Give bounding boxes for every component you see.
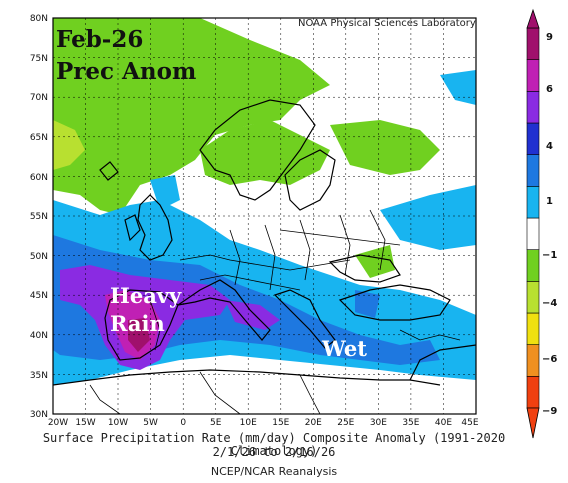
- annotation-heavy: Heavy: [110, 283, 182, 308]
- colorbar: [526, 8, 540, 439]
- colorbar-tick-label: 9: [546, 32, 553, 43]
- colorbar-segment: [526, 376, 540, 409]
- caption-source: NCEP/NCAR Reanalysis: [210, 465, 338, 478]
- lat-label: 55N: [30, 212, 48, 222]
- colorbar-segment: [526, 249, 540, 282]
- map-title-variable: Prec Anom: [56, 58, 197, 85]
- lat-label: 40N: [30, 331, 48, 341]
- lon-label: 20E: [305, 418, 322, 428]
- lat-label: 45N: [30, 291, 48, 301]
- colorbar-segment: [526, 312, 540, 345]
- colorbar-tick-label: −4: [542, 298, 557, 309]
- annotation-wet: Wet: [322, 336, 367, 361]
- lon-label: 5E: [210, 418, 222, 428]
- wet-region-medium-sea: [355, 290, 380, 318]
- credit-label: NOAA Physical Sciences Laboratory: [298, 18, 476, 29]
- lat-label: 65N: [30, 133, 48, 143]
- lon-label: 10E: [240, 418, 257, 428]
- lon-label: 25E: [337, 418, 354, 428]
- wet-region-east: [440, 70, 476, 105]
- lon-label: 0: [180, 418, 186, 428]
- dry-region-north: [53, 18, 330, 215]
- dry-region-scand: [200, 120, 330, 185]
- longitude-labels: 20W 15W 10W 5W 0 5E 10E 15E 20E 25E 30E …: [48, 418, 479, 428]
- colorbar-labels: 9 6 4 1 −1 −4 −6 −9: [542, 32, 557, 417]
- wet-region-north-sea: [150, 175, 180, 210]
- lon-label: 10W: [108, 418, 128, 428]
- plot-frame: [52, 17, 477, 415]
- dry-region-se: [355, 245, 395, 278]
- colorbar-top-arrow: [526, 8, 540, 29]
- colorbar-tick-label: 6: [546, 84, 553, 95]
- dry-region-east: [330, 120, 440, 175]
- lat-label: 30N: [30, 410, 48, 420]
- country-borders: [89, 209, 461, 414]
- gridlines: [53, 18, 476, 414]
- colorbar-segment: [526, 27, 540, 60]
- colorbar-segment: [526, 59, 540, 92]
- colorbar-bottom-arrow: [526, 407, 540, 439]
- lat-label: 80N: [30, 14, 48, 24]
- lat-label: 35N: [30, 371, 48, 381]
- lon-label: 15E: [272, 418, 289, 428]
- colorbar-segment: [526, 186, 540, 219]
- lon-label: 15W: [75, 418, 95, 428]
- lon-label: 40E: [435, 418, 452, 428]
- lat-label: 60N: [30, 173, 48, 183]
- lon-label: 30E: [370, 418, 387, 428]
- lon-label: 35E: [402, 418, 419, 428]
- lon-label: 20W: [48, 418, 68, 428]
- colorbar-segment: [526, 122, 540, 155]
- wet-region-ne: [380, 185, 476, 250]
- annotation-rain: Rain: [110, 311, 165, 336]
- colorbar-segment: [526, 91, 540, 124]
- lat-label: 70N: [30, 93, 48, 103]
- colorbar-tick-label: −6: [542, 354, 557, 365]
- colorbar-tick-label: 4: [546, 141, 553, 152]
- colorbar-segment: [526, 154, 540, 187]
- lat-label: 50N: [30, 252, 48, 262]
- caption-dates: 2/1/26 to 2/16/26: [212, 445, 336, 459]
- dry-region-light: [53, 120, 85, 170]
- colorbar-segment: [526, 344, 540, 377]
- colorbar-segment: [526, 217, 540, 250]
- wet-region-heavy-east: [225, 300, 280, 330]
- lon-label: 5W: [143, 418, 158, 428]
- colorbar-tick-label: −1: [542, 250, 557, 261]
- colorbar-segment: [526, 281, 540, 314]
- coastlines: [53, 99, 476, 386]
- anomaly-fields: [53, 18, 476, 385]
- colorbar-tick-label: 1: [546, 196, 553, 207]
- colorbar-tick-label: −9: [542, 406, 557, 417]
- latitude-labels: 80N 75N 70N 65N 60N 55N 50N 45N 40N 35N …: [30, 14, 48, 420]
- map-title-month: Feb-26: [56, 26, 144, 53]
- caption-title: Surface Precipitation Rate (mm/day) Comp…: [42, 431, 506, 458]
- lat-label: 75N: [30, 54, 48, 64]
- lon-label: 45E: [461, 418, 478, 428]
